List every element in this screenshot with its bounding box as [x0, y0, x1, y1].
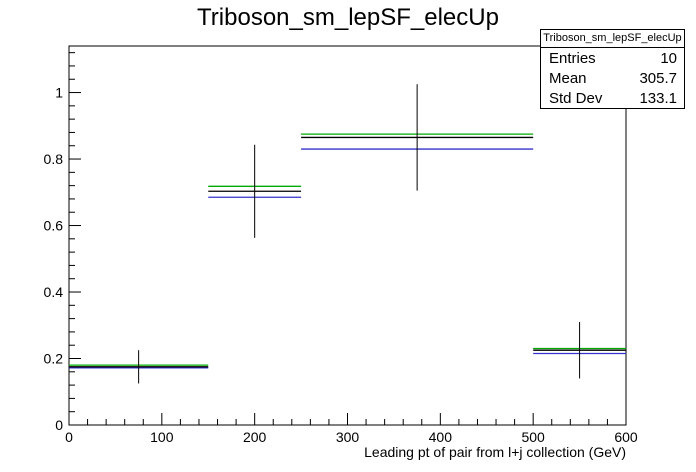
x-tick-label: 100	[150, 429, 174, 445]
stats-entries-label: Entries	[549, 50, 596, 67]
x-tick-label: 300	[336, 429, 360, 445]
stats-row-mean: Mean 305.7	[541, 68, 684, 88]
y-tick-label: 0.4	[44, 284, 64, 300]
x-axis-label: Leading pt of pair from l+j collection (…	[364, 444, 626, 460]
stats-stddev-label: Std Dev	[549, 90, 603, 107]
stats-mean-value: 305.7	[639, 70, 677, 87]
stats-entries-value: 10	[660, 50, 677, 67]
x-tick-label: 400	[429, 429, 453, 445]
y-tick-label: 0.8	[44, 151, 64, 167]
x-tick-label: 0	[65, 429, 73, 445]
chart-title: Triboson_sm_lepSF_elecUp	[197, 4, 499, 31]
stats-row-entries: Entries 10	[541, 48, 684, 68]
stats-box: Triboson_sm_lepSF_elecUp Entries 10 Mean…	[540, 29, 685, 109]
y-tick-label: 1	[55, 85, 63, 101]
stats-title: Triboson_sm_lepSF_elecUp	[541, 30, 684, 48]
y-tick-label: 0	[55, 417, 63, 433]
stats-mean-label: Mean	[549, 70, 587, 87]
stats-stddev-value: 133.1	[639, 90, 677, 107]
stats-row-stddev: Std Dev 133.1	[541, 88, 684, 108]
x-tick-label: 500	[521, 429, 545, 445]
x-tick-label: 600	[614, 429, 638, 445]
y-tick-label: 0.6	[44, 218, 64, 234]
y-tick-label: 0.2	[44, 351, 64, 367]
x-tick-label: 200	[243, 429, 267, 445]
